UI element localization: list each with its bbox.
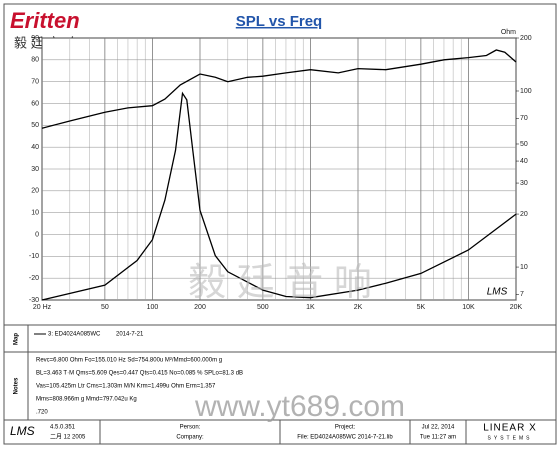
logo-brand: Eritten (10, 8, 80, 33)
y-tick-label: 50 (31, 122, 39, 129)
y2-tick-label: 10 (520, 264, 528, 271)
y-tick-label: 70 (31, 79, 39, 86)
x-tick-label: 20 Hz (33, 304, 52, 311)
footer-logo: LMS (10, 424, 35, 438)
y-tick-label: -10 (29, 253, 39, 260)
footer-person: Person: (180, 425, 201, 431)
map-entry: 3: ED4024A085WC (48, 332, 101, 338)
series-line (41, 91, 517, 301)
x-tick-label: 10K (462, 304, 475, 311)
notes-line: Mms=808.966m g Mmd=797.042u Kg (36, 397, 137, 403)
watermark-url: www.yt689.com (194, 390, 405, 423)
y2-tick-label: 200 (520, 35, 532, 42)
y2-tick-label: 40 (520, 158, 528, 165)
y-tick-label: 90 (31, 35, 39, 42)
chart-title: SPL vs Freq (236, 13, 322, 30)
y-tick-label: 0 (35, 231, 39, 238)
y-tick-label: -20 (29, 275, 39, 282)
x-tick-label: 100 (147, 304, 159, 311)
x-tick-label: 5K (417, 304, 426, 311)
notes-line: Vas=105.425m Ltr Cms=1.303m M/N Krm=1.49… (36, 384, 216, 390)
footer-build: 二月 12 2005 (50, 434, 86, 441)
x-tick-label: 1K (306, 304, 315, 311)
y-tick-label: 80 (31, 57, 39, 64)
footer-project: Project: (335, 425, 356, 431)
notes-label: Notes (14, 377, 20, 394)
y-tick-label: 30 (31, 166, 39, 173)
footer-version: 4.5.0.351 (50, 425, 76, 431)
series-line (41, 49, 517, 129)
x-tick-label: 50 (101, 304, 109, 311)
plot-mark: LMS (487, 287, 508, 298)
notes-line: BL=3.463 T·M Qms=5.609 Qes=0.447 Qts=0.4… (36, 371, 243, 377)
notes-line: .720 (36, 410, 48, 416)
y-tick-label: 10 (31, 210, 39, 217)
footer-time: Tue 11:27 am (420, 435, 456, 441)
x-tick-label: 20K (510, 304, 523, 311)
y-tick-label: -30 (29, 297, 39, 304)
footer-brand: LINEAR X (483, 423, 537, 434)
y2-tick-label: 100 (520, 88, 532, 95)
footer-brand-sub: SYSTEMS (488, 435, 533, 441)
y-tick-label: 60 (31, 100, 39, 107)
y2-tick-label: 50 (520, 141, 528, 148)
watermark-cn: 毅 廷 音 响 (188, 262, 372, 304)
map-label: Map (14, 333, 20, 345)
y-tick-label: 40 (31, 144, 39, 151)
plot: 20 Hz 50 100 200 500 1K 2K 5K 10K 20K -30 -20 -10 0 10… (29, 35, 532, 311)
x-tick-label: 200 (194, 304, 206, 311)
y2-tick-label: 7 (520, 291, 524, 298)
footer-company: Company: (176, 435, 204, 441)
x-tick-label: 500 (257, 304, 269, 311)
notes-line: Revc=6.800 Ohm Fo=155.010 Hz Sd=754.800u… (36, 358, 222, 364)
y-tick-label: 20 (31, 188, 39, 195)
y2-axis-label: Ohm (501, 29, 516, 36)
notes: Revc=6.800 Ohm Fo=155.010 Hz Sd=754.800u… (36, 358, 243, 416)
map-date: 2014-7-21 (116, 332, 144, 338)
y2-tick-label: 70 (520, 115, 528, 122)
y2-tick-label: 20 (520, 211, 528, 218)
y2-tick-label: 30 (520, 180, 528, 187)
footer-file: File: ED4024A085WC 2014-7-21.lib (297, 435, 393, 441)
footer-date: Jul 22, 2014 (422, 425, 455, 431)
x-tick-label: 2K (354, 304, 363, 311)
